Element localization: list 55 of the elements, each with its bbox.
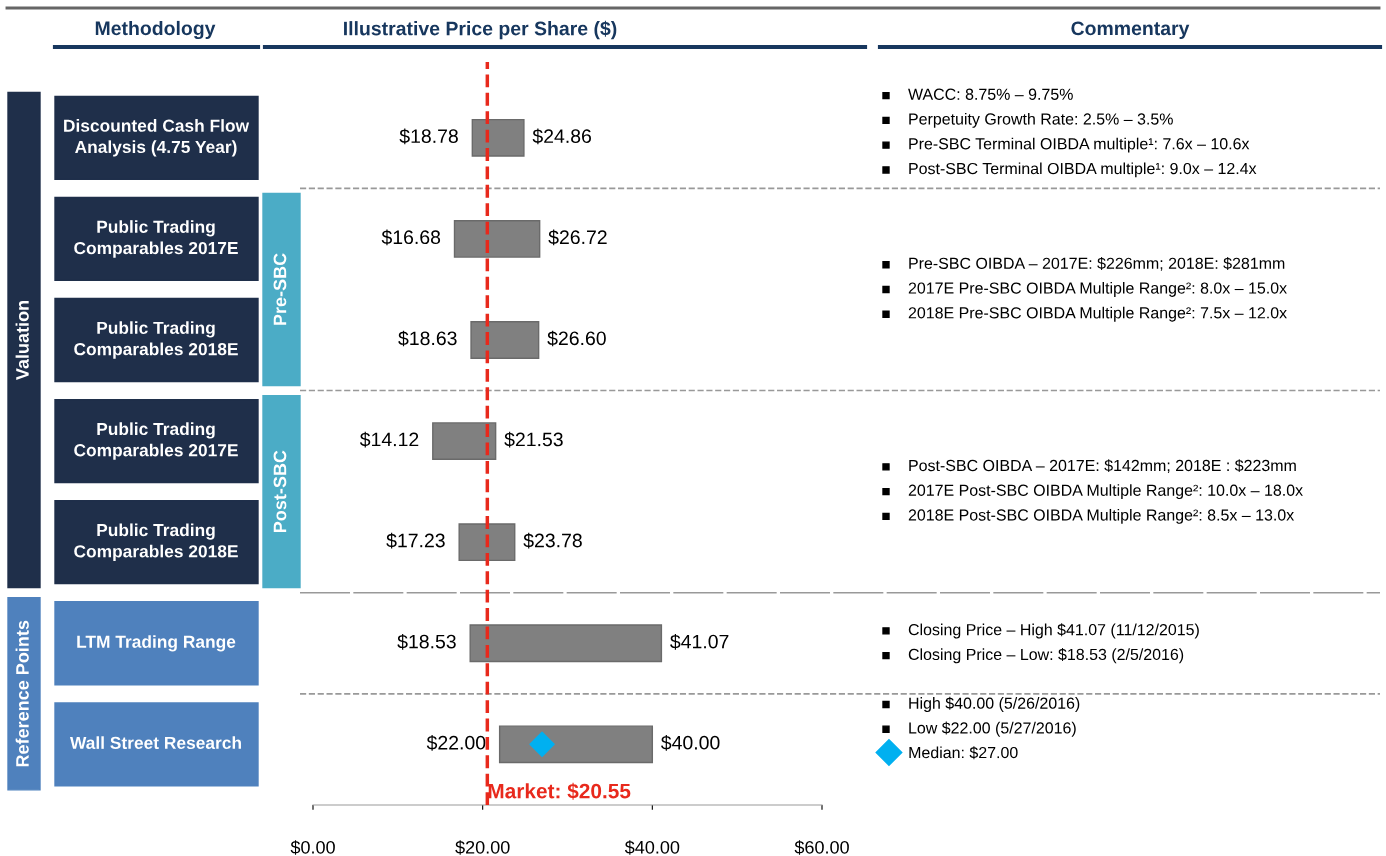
text: Closing Price – High $41.07 (11/12/2015): [908, 623, 1199, 639]
bar: [469, 624, 663, 663]
annotation: $22.00: [426, 734, 486, 751]
text: 2018E Post-SBC OIBDA Multiple Range²: 8.5x – 13.0x: [908, 508, 1295, 524]
text: WACC: 8.75% – 9.75%: [908, 88, 1073, 100]
text: Post-SBC Terminal OIBDA multiple¹: 9.0x – 12.4x: [909, 162, 1257, 178]
annotation: $26.72: [548, 229, 607, 246]
bar: [432, 422, 497, 460]
text: Pre-SBC OIBDA – 2017E: $226mm; 2018E: $281mm: [909, 256, 1285, 271]
text: Pre-SBC Terminal OIBDA multiple¹: 7.6x – 10.6x: [909, 137, 1250, 153]
bar: [453, 220, 541, 258]
y-tick-label: Discounted Cash Flow Analysis (4.75 Year): [64, 119, 250, 157]
annotation: $16.68: [381, 229, 441, 246]
annotation: $41.07: [670, 633, 729, 650]
annotation: $26.60: [547, 330, 606, 347]
annotation: $17.23: [386, 532, 445, 549]
text: High $40.00 (5/26/2016): [909, 696, 1080, 712]
y-tick-label: Wall Street Research: [69, 736, 241, 750]
text: 2017E Pre-SBC OIBDA Multiple Range²: 8.0x – 15.0x: [908, 282, 1287, 297]
text: Post-SBC OIBDA – 2017E: $142mm; 2018E : $223mm: [909, 459, 1296, 474]
x-tick-label: $60.00: [794, 840, 849, 855]
annotation: $18.78: [399, 128, 458, 145]
annotation: $14.12: [359, 431, 419, 448]
bar: [470, 321, 540, 359]
text: Perpetuity Growth Rate: 2.5% – 3.5%: [909, 112, 1173, 128]
y-tick-label: Public Trading Comparables 2018E: [74, 321, 238, 359]
y-tick-label: Public Trading Comparables 2017E: [74, 422, 238, 460]
x-tick-label: $20.00: [455, 840, 510, 855]
x-tick-label: $40.00: [624, 840, 680, 855]
legend-label: Median: $27.00: [909, 746, 1018, 760]
y-tick-label: LTM Trading Range: [77, 635, 236, 652]
y-tick-label: Public Trading Comparables 2017E: [74, 220, 238, 258]
ref-line-label: Market: $20.55: [488, 782, 631, 800]
annotation: $18.53: [397, 633, 456, 650]
annotation: $21.53: [504, 431, 563, 448]
text: Low $22.00 (5/27/2016): [909, 721, 1076, 737]
bar: [471, 118, 525, 157]
annotation: $23.78: [523, 532, 582, 549]
text: Pre-SBC: [273, 253, 287, 325]
text: Closing Price – Low: $18.53 (2/5/2016): [908, 648, 1184, 664]
chart-title: Illustrative Price per Share ($): [344, 20, 617, 40]
text: 2017E Post-SBC OIBDA Multiple Range²: 10.0x – 18.0x: [908, 484, 1303, 500]
text: Post-SBC: [273, 450, 287, 533]
annotation: $24.86: [532, 128, 591, 145]
text: Valuation: [15, 300, 29, 380]
text: Methodology: [95, 20, 216, 40]
bar: [498, 725, 654, 764]
y-tick-label: Public Trading Comparables 2018E: [74, 523, 238, 561]
text: Commentary: [1071, 21, 1190, 40]
bar: [458, 523, 516, 562]
annotation: $18.63: [398, 330, 457, 347]
text: 2018E Pre-SBC OIBDA Multiple Range²: 7.5x – 12.0x: [908, 306, 1287, 322]
annotation: $40.00: [661, 734, 720, 751]
x-tick-label: $0.00: [290, 840, 335, 855]
text: Reference Points: [15, 620, 29, 767]
